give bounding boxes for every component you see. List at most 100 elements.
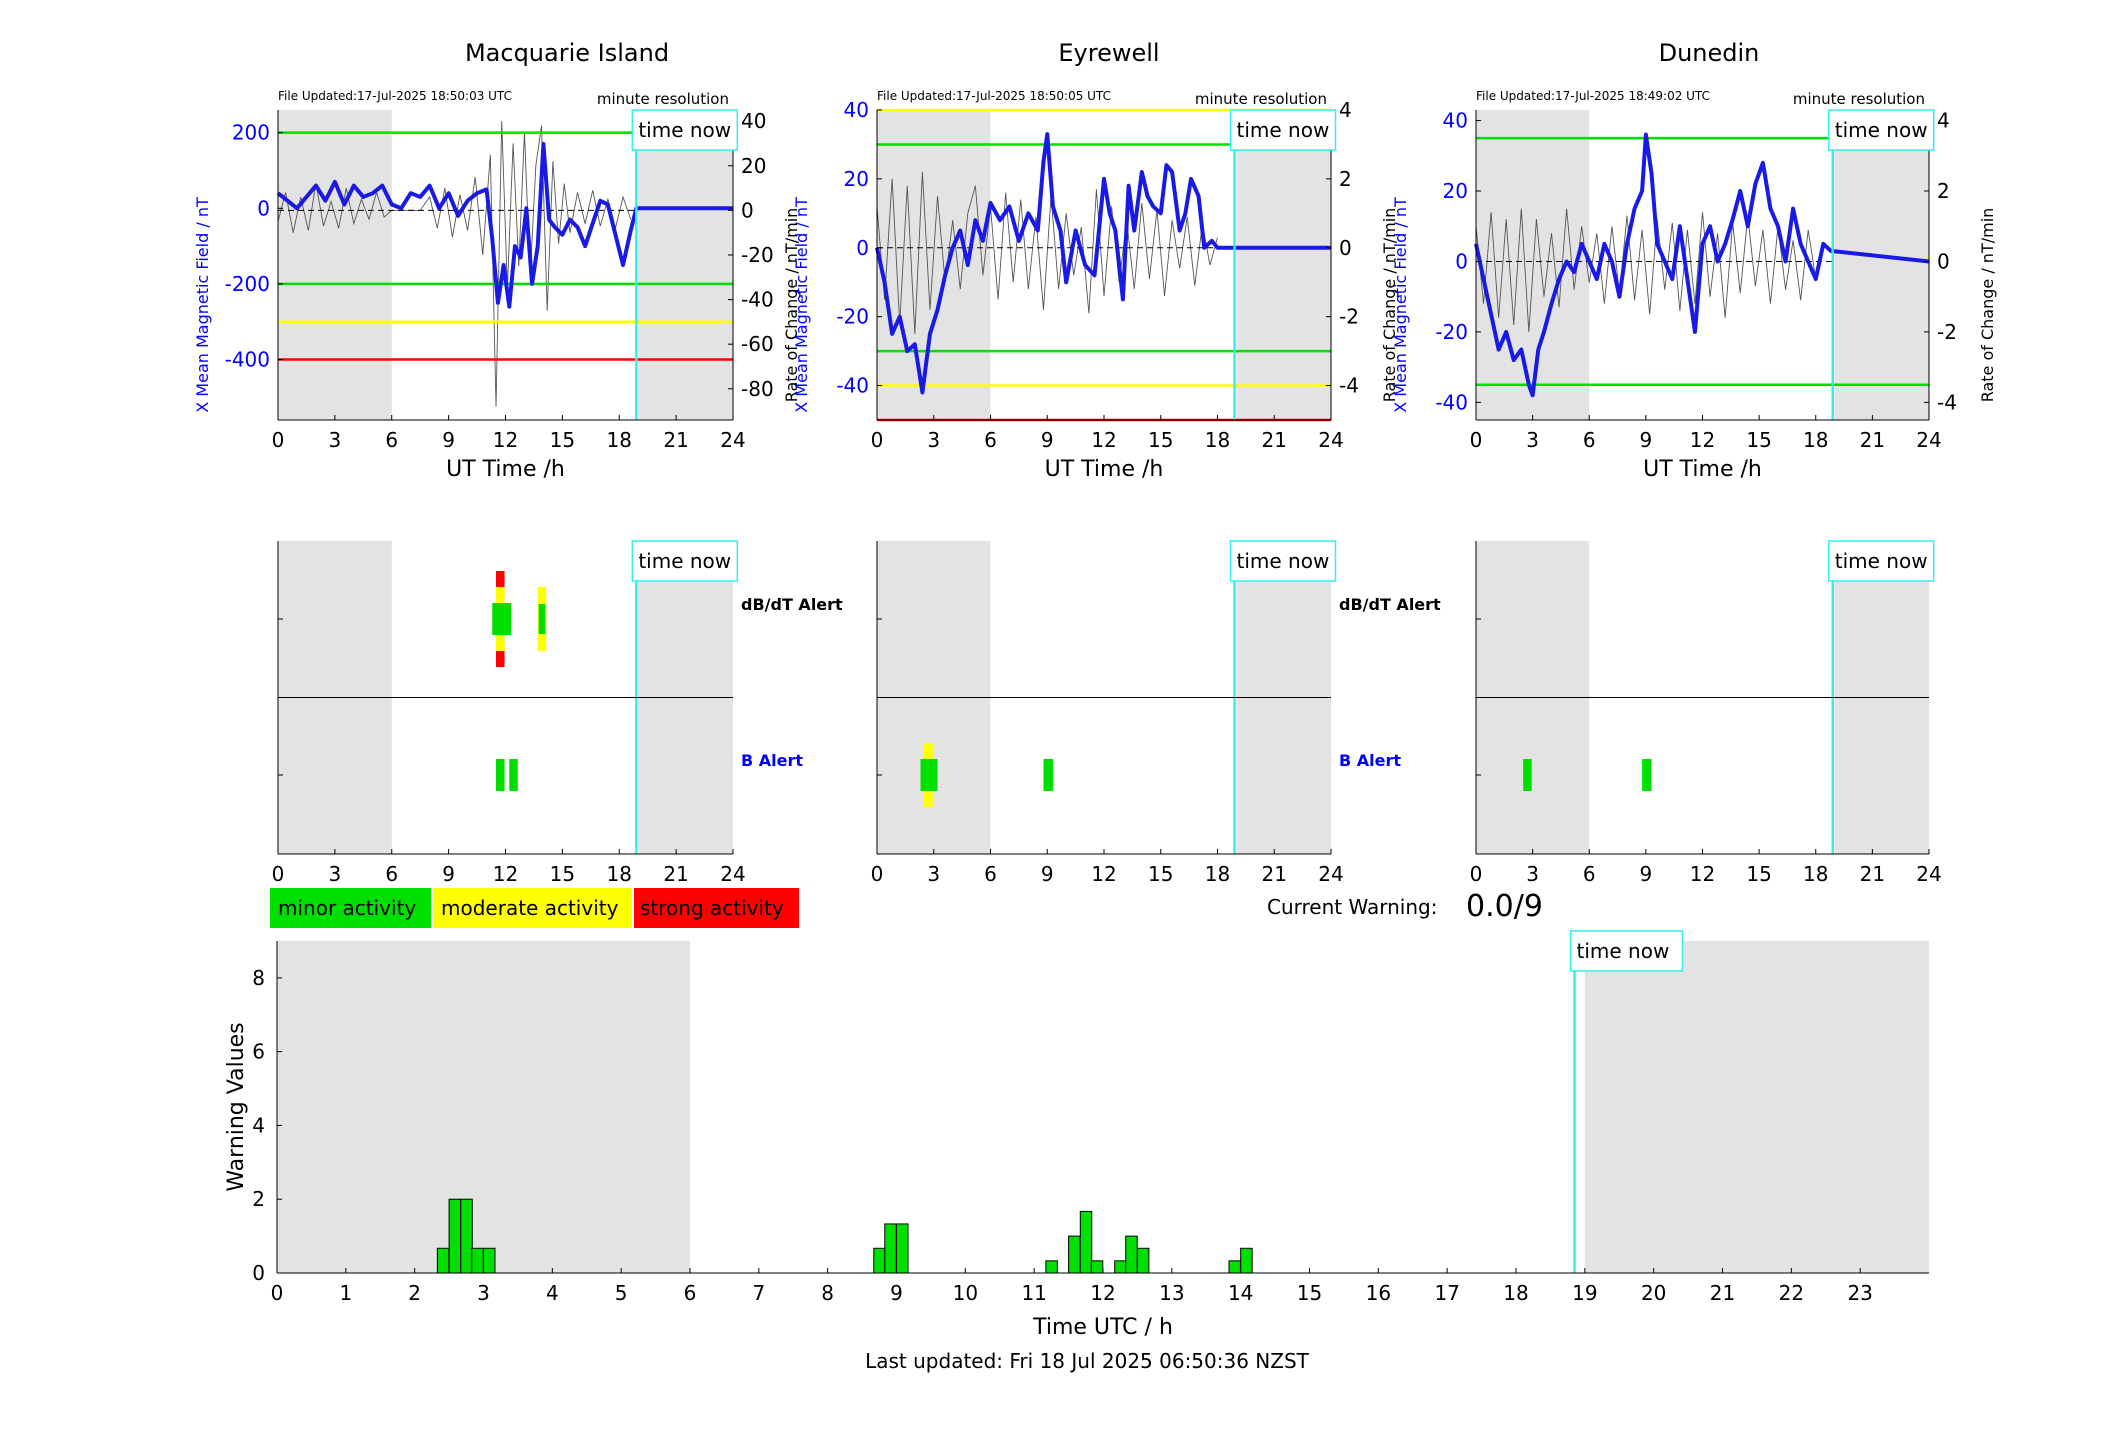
y-right-tick-label: 2 — [1339, 167, 1352, 191]
dunedin-title: Dunedin — [1659, 39, 1760, 67]
b-alert-bar — [1642, 759, 1652, 791]
x-tick-label: 18 — [1205, 862, 1230, 886]
x-tick-label: 16 — [1366, 1281, 1391, 1305]
warning-bar — [1068, 1235, 1081, 1274]
x-tick-label: 6 — [984, 862, 997, 886]
warning-bar — [873, 1247, 886, 1274]
x-tick-label: 21 — [1860, 428, 1885, 452]
x-tick-label: 12 — [1690, 428, 1715, 452]
x-tick-label: 3 — [1526, 428, 1539, 452]
x-tick-label: 24 — [1916, 428, 1941, 452]
x-tick-label: 14 — [1228, 1281, 1253, 1305]
time-now-label: time now — [638, 549, 731, 573]
dunedin-alert-panel: 0 3 6 9 12 15 18 21 24 time now — [1470, 540, 1942, 886]
y-tick-label: 0 — [257, 196, 270, 220]
y-tick-label: -400 — [225, 348, 270, 372]
legend-minor-swatch — [270, 888, 431, 928]
y-tick-label: 40 — [1443, 109, 1468, 133]
field-line — [276, 142, 733, 309]
x-tick-label: 18 — [1205, 428, 1230, 452]
eyrewell-file-updated: File Updated:17-Jul-2025 18:50:05 UTC — [877, 89, 1111, 103]
time-now-label: time now — [638, 118, 731, 142]
minute-resolution-label: minute resolution — [1793, 90, 1925, 108]
time-now-box — [1229, 540, 1337, 582]
y-tick-label: -20 — [1435, 320, 1468, 344]
warning-bar — [471, 1247, 484, 1274]
y-right-tick-label: -2 — [1339, 305, 1359, 329]
x-tick-label: 21 — [1262, 428, 1287, 452]
x-tick-label: 15 — [1148, 428, 1173, 452]
x-tick-label: 3 — [927, 862, 940, 886]
y-right-tick-label: -40 — [741, 288, 774, 312]
legend-moderate-label: moderate activity — [441, 896, 619, 920]
x-tick-label: 0 — [1470, 862, 1483, 886]
x-tick-label: 13 — [1159, 1281, 1184, 1305]
dunedin-file-updated: File Updated:17-Jul-2025 18:49:02 UTC — [1476, 89, 1710, 103]
macquarie-file-updated: File Updated:17-Jul-2025 18:50:03 UTC — [278, 89, 512, 103]
x-tick-label: 0 — [1470, 428, 1483, 452]
y-tick-label: 200 — [232, 121, 270, 145]
bottom-xlabel: Time UTC / h — [1032, 1315, 1173, 1340]
x-tick-label: 12 — [1091, 428, 1116, 452]
macquarie-title: Macquarie Island — [465, 39, 669, 67]
x-tick-label: 6 — [684, 1281, 697, 1305]
x-tick-label: 12 — [1091, 862, 1116, 886]
x-tick-label: 15 — [1746, 428, 1771, 452]
x-axis-label: UT Time /h — [1643, 457, 1762, 482]
rate-of-change-line — [277, 121, 632, 407]
x-tick-label: 19 — [1572, 1281, 1597, 1305]
x-tick-label: 9 — [1041, 862, 1054, 886]
y-right-tick-label: 0 — [741, 198, 754, 222]
y-tick-label: 0 — [252, 1261, 265, 1285]
x-tick-label: 21 — [1710, 1281, 1735, 1305]
warning-bar — [1240, 1247, 1253, 1274]
minute-resolution-label: minute resolution — [1195, 90, 1327, 108]
warning-bar — [448, 1198, 462, 1274]
x-tick-label: 20 — [1641, 1281, 1666, 1305]
time-now-label: time now — [1835, 549, 1928, 573]
night-shading — [278, 110, 392, 420]
field-line — [1474, 132, 1930, 398]
y-right-tick-label: -60 — [741, 332, 774, 356]
time-now-box — [1229, 109, 1337, 151]
warning-bar — [1136, 1247, 1150, 1274]
current-warning-label: Current Warning: — [1267, 895, 1437, 919]
x-tick-label: 6 — [385, 428, 398, 452]
y-right-tick-label: 2 — [1937, 179, 1950, 203]
x-tick-label: 3 — [329, 862, 342, 886]
current-warning-value: 0.0/9 — [1466, 889, 1543, 924]
y-tick-label: 20 — [844, 167, 869, 191]
x-tick-label: 3 — [1526, 862, 1539, 886]
x-axis-label: UT Time /h — [1045, 457, 1164, 482]
time-now-label: time now — [1577, 939, 1670, 963]
warning-bar — [1228, 1260, 1241, 1274]
macquarie-dbdt-alert-label: dB/dT Alert — [741, 595, 843, 614]
warning-bar — [436, 1247, 450, 1274]
y-right-tick-label: 40 — [741, 109, 766, 133]
y-right-tick-label: -4 — [1937, 390, 1957, 414]
macquarie-field-chart: Macquarie Island File Updated:17-Jul-202… — [193, 39, 801, 482]
y-axis-label: X Mean Magnetic Field / nT — [792, 197, 811, 413]
x-tick-label: 6 — [1583, 428, 1596, 452]
warning-bar — [1045, 1260, 1058, 1274]
x-tick-label: 0 — [272, 862, 285, 886]
dunedin-field-chart: Dunedin File Updated:17-Jul-2025 18:49:0… — [1391, 39, 1997, 482]
y-right-tick-label: 4 — [1937, 109, 1950, 133]
x-tick-label: 9 — [1041, 428, 1054, 452]
x-tick-label: 12 — [1090, 1281, 1115, 1305]
x-tick-label: 0 — [871, 428, 884, 452]
y-axis-label: X Mean Magnetic Field / nT — [1391, 197, 1410, 413]
rate-of-change-line — [1475, 208, 1824, 332]
y-right-tick-label: -80 — [741, 377, 774, 401]
y-right-tick-label: 0 — [1937, 249, 1950, 273]
x-tick-label: 24 — [1318, 428, 1343, 452]
time-now-box — [1569, 930, 1684, 972]
legend-moderate-swatch — [433, 888, 632, 928]
y-tick-label: 4 — [252, 1113, 265, 1137]
y-tick-label: -20 — [836, 305, 869, 329]
warning-bar — [483, 1247, 496, 1274]
time-now-box — [1827, 540, 1935, 582]
y-axis-label: X Mean Magnetic Field / nT — [193, 197, 212, 413]
x-tick-label: 23 — [1847, 1281, 1872, 1305]
x-tick-label: 2 — [408, 1281, 421, 1305]
